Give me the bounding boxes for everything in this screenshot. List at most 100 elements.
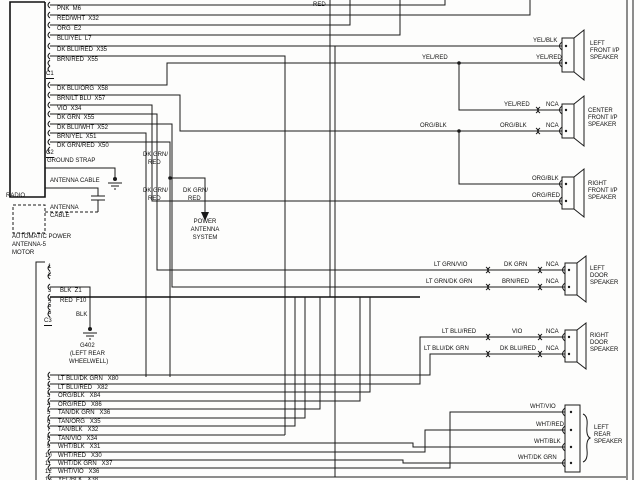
power-antenna-system-label: SYSTEM [192, 235, 218, 241]
c2-connector-label: C2 [46, 150, 54, 158]
wire-color-label: YEL/BLK [533, 38, 558, 44]
antenna-cable-wire [12, 187, 105, 234]
wire-color-label: ORG/BLK [532, 176, 559, 182]
speaker-name-label: DOOR [590, 273, 608, 279]
speaker-name-label: CENTER [588, 108, 613, 114]
left-front-speaker-icon [559, 28, 585, 82]
antenna-motor-label: AUTOMATIC POWER [12, 234, 72, 240]
c3-pin-number: 2 [48, 272, 52, 278]
speaker-name-label: LEFT [590, 41, 605, 47]
antenna-motor-label: ANTENNA-5 [12, 242, 47, 248]
c3-connector-label: C3 [44, 318, 52, 326]
c1-connector-pins [47, 1, 51, 73]
wire-color-label: ORG/RED [532, 193, 561, 199]
wire-color-label: LT GRN/DK GRN [426, 279, 473, 285]
wire-color-label: WHT/RED [536, 422, 564, 428]
ground-location-label: (LEFT REAR [70, 351, 105, 357]
antenna-cable2-label: ANTENNA [50, 205, 79, 211]
radio-label: RADIO [6, 193, 26, 199]
c3-pin-number: 5 [48, 303, 52, 309]
c4-pin-number: 3 [47, 393, 51, 399]
left-door-speaker-icon [562, 254, 587, 304]
c2-pin-label: BRN/YEL X51 [57, 134, 97, 140]
speaker-name-label: SPEAKER [590, 280, 619, 286]
c4-pin-label: TAN/VIO X34 [58, 436, 98, 442]
wire-color-label: DK GRN [504, 262, 528, 268]
c4-wires [50, 297, 626, 478]
speaker-name-label: LEFT [590, 266, 605, 272]
c4-connector-pins [47, 371, 51, 480]
c2-pin-label: DK GRN/RED X50 [57, 143, 109, 149]
page-frame [626, 0, 634, 480]
wire-color-label: LT BLU/RED [442, 329, 477, 335]
speaker-name-label: SPEAKER [590, 55, 619, 61]
c4-pin-label: ORG/BLK X84 [58, 393, 101, 399]
c2-pin-label: DK GRN X55 [57, 115, 95, 121]
c1-pin-label: ORG E2 [57, 26, 82, 32]
speaker-name-label: FRONT I/P [590, 48, 620, 54]
power-antenna-system-label: POWER [193, 219, 217, 225]
ground-id-label: G402 [80, 343, 95, 349]
antenna-cable2-label: CABLE [50, 213, 70, 219]
c4-pin-label: WHT/BLK X31 [58, 444, 101, 450]
left-rear-speaker-icon [562, 404, 592, 473]
nca-label: NCA [546, 262, 559, 268]
c3-pin-label: RED F10 [60, 298, 87, 304]
wire-color-label: YEL/RED [422, 55, 448, 61]
wire-color-label: RED [188, 196, 201, 202]
speaker-name-label: SPEAKER [590, 347, 619, 353]
ground-location-label: WHEELWELL) [69, 359, 109, 365]
c4-pin-number: 9 [47, 444, 51, 450]
wire-color-label: ORG/BLK [500, 123, 527, 129]
c3-pin-number: 4 [48, 298, 52, 304]
wire-color-label: BLK [76, 312, 88, 318]
c3-connector [35, 261, 420, 480]
ground-strap-label: GROUND STRAP [47, 158, 96, 164]
wire-color-label: YEL/RED [536, 55, 562, 61]
speaker-name-label: FRONT I/P [588, 115, 618, 121]
c4-pin-label: LT BLU/RED X82 [58, 385, 108, 391]
c1-pin-label: PNK M6 [57, 6, 82, 12]
c3-pin-number: 3 [48, 288, 52, 294]
c4-pin-number: 8 [47, 436, 51, 442]
wire-color-label: WHT/VIO [530, 404, 556, 410]
c2-pin-label: DK BLU/ORG X58 [57, 86, 109, 92]
c4-pin-number: 7 [47, 427, 51, 433]
c2-pin-label: DK BLU/WHT X52 [57, 125, 108, 131]
wire-color-label: DK GRN/ [143, 152, 169, 158]
splice-connector-icons [485, 106, 543, 358]
ground-strap-wire [45, 167, 122, 190]
c4-pin-number: 4 [47, 402, 51, 408]
c4-pin-number: 6 [47, 419, 51, 425]
wire-color-label: WHT/DK GRN [518, 455, 557, 461]
c1-connector-label: C1 [46, 71, 54, 79]
c2-pin-label: BRN/LT BLU X57 [57, 96, 106, 102]
wire-color-label: LT BLU/DK GRN [424, 346, 469, 352]
c1-wires [50, 0, 562, 435]
c2-pin-label: VIO X34 [57, 106, 82, 112]
speaker-name-label: SPEAKER [594, 439, 623, 445]
nca-label: NCA [546, 279, 559, 285]
wire-color-label: BRN/RED [502, 279, 530, 285]
wire-color-label: YEL/RED [504, 102, 530, 108]
wire-color-label: DK GRN/ [143, 188, 169, 194]
c1-pin-label: DK BLU/RED X35 [57, 47, 108, 53]
c4-pin-label: WHT/RED X30 [58, 453, 102, 459]
antenna-motor-label: MOTOR [12, 250, 35, 256]
speaker-name-label: RIGHT [590, 333, 609, 339]
c4-pin-number: 10 [45, 453, 52, 459]
c3-pin-number: 1 [48, 264, 52, 270]
wire-color-label: RED [148, 196, 161, 202]
c4-pin-number: 1 [47, 376, 51, 382]
c2-connector-pins [47, 81, 51, 154]
c1-pin-label: RED/WHT X32 [57, 16, 99, 22]
power-antenna-system-label: ANTENNA [190, 227, 220, 233]
c3-pin-number: 6 [48, 310, 52, 316]
antenna-cable-label: ANTENNA CABLE [50, 178, 100, 184]
c2-wires [50, 61, 565, 377]
center-front-speaker-icon [559, 94, 585, 148]
c4-pin-label: LT BLU/DK GRN X80 [58, 376, 119, 382]
wire-color-label: DK BLU/RED [500, 346, 537, 352]
